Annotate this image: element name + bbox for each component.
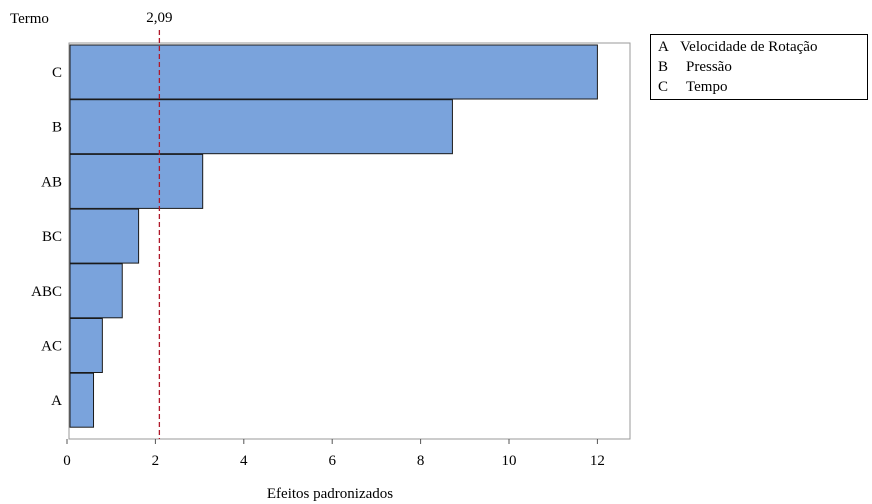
category-label-a: A [51,393,62,409]
bar-bc [69,208,140,264]
category-label-ac: AC [41,339,62,355]
y-axis-title: Termo [10,11,49,27]
legend: A Velocidade de Rotação B Pressão C Tempo [650,34,868,100]
legend-key: B [658,59,669,75]
x-tick-label: 10 [502,453,517,469]
x-tick-label: 4 [240,453,248,469]
reference-line-label: 2,09 [146,10,172,26]
category-label-bc: BC [42,229,62,245]
x-tick-label: 8 [417,453,425,469]
category-label-c: C [52,65,62,81]
legend-item: B Pressão [658,57,732,77]
x-tick-label: 2 [152,453,160,469]
legend-label: Pressão [686,59,732,75]
category-label-ab: AB [41,174,62,190]
legend-key: C [658,79,669,95]
bar-b [69,99,453,155]
bar-c [69,44,598,100]
bar-ab [69,153,204,209]
category-labels: C B AB BC ABC AC A [31,65,62,409]
legend-label: Velocidade de Rotação [680,39,818,55]
legend-key: A [658,39,669,55]
legend-item: A Velocidade de Rotação [658,37,817,57]
x-axis-title: Efeitos padronizados [267,486,393,502]
bars-layer [69,44,598,428]
bar-ac [69,318,103,373]
bar-a [69,372,95,428]
legend-item: C Tempo [658,77,727,97]
reference-layer: 2,09 [146,10,173,439]
x-axis: 0 2 4 6 8 10 12 [63,439,605,469]
bar-abc [69,263,123,319]
legend-label: Tempo [686,79,728,95]
x-tick-label: 0 [63,453,71,469]
x-tick-label: 12 [590,453,605,469]
x-tick-label: 6 [328,453,336,469]
category-label-abc: ABC [31,284,62,300]
category-label-b: B [52,120,62,136]
